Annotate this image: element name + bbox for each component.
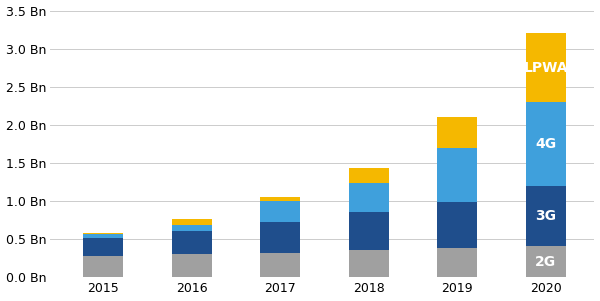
Bar <box>83 234 123 238</box>
Text: 4G: 4G <box>535 137 556 151</box>
Bar <box>172 254 212 277</box>
Bar <box>260 197 300 201</box>
Bar <box>83 256 123 277</box>
Bar <box>437 117 477 147</box>
Text: 3G: 3G <box>535 209 556 223</box>
Bar <box>349 183 389 212</box>
Bar <box>260 253 300 277</box>
Bar <box>172 219 212 225</box>
Bar <box>526 33 566 102</box>
Bar <box>437 147 477 202</box>
Bar <box>437 248 477 277</box>
Bar <box>349 168 389 183</box>
Bar <box>172 231 212 254</box>
Bar <box>437 202 477 248</box>
Bar <box>526 186 566 247</box>
Bar <box>526 102 566 186</box>
Bar <box>83 238 123 256</box>
Bar <box>260 222 300 253</box>
Text: LPWA: LPWA <box>524 61 568 75</box>
Bar <box>349 250 389 277</box>
Bar <box>349 212 389 250</box>
Bar <box>526 247 566 277</box>
Bar <box>83 233 123 234</box>
Bar <box>172 225 212 231</box>
Text: 2G: 2G <box>535 255 556 269</box>
Bar <box>260 201 300 222</box>
